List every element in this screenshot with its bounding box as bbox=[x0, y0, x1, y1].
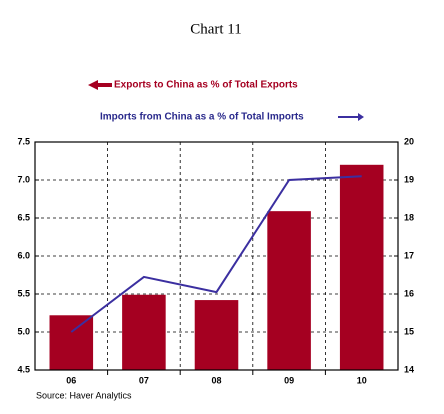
y-tick-label: 7.0 bbox=[17, 174, 30, 184]
y-tick-label: 6.5 bbox=[17, 212, 30, 222]
source: Source: Haver Analytics bbox=[36, 390, 132, 400]
y-tick-label: 4.5 bbox=[17, 364, 30, 374]
legend-arrow bbox=[88, 80, 112, 90]
bar bbox=[194, 300, 239, 370]
y2-tick-label: 19 bbox=[404, 174, 414, 184]
y-tick-label: 5.5 bbox=[17, 288, 30, 298]
y2-tick-label: 14 bbox=[404, 364, 414, 374]
x-tick-label: 06 bbox=[66, 375, 76, 385]
x-tick-label: 10 bbox=[357, 375, 367, 385]
line bbox=[70, 175, 362, 333]
legend-arrow bbox=[338, 113, 364, 121]
y-tick-label: 5.0 bbox=[17, 326, 30, 336]
bar bbox=[122, 294, 166, 370]
x-tick-label: 09 bbox=[284, 375, 294, 385]
y-tick-label: 6.0 bbox=[17, 250, 30, 260]
plot-frame bbox=[34, 141, 399, 371]
y2-tick-label: 15 bbox=[404, 326, 414, 336]
x-tick-label: 07 bbox=[139, 375, 149, 385]
y2-tick-label: 17 bbox=[404, 250, 414, 260]
legend-arrow-head bbox=[358, 113, 364, 121]
legend-label: Exports to China as % of Total Exports bbox=[114, 80, 298, 91]
y-tick-label: 7.5 bbox=[17, 136, 30, 146]
legend-label: Imports from China as a % of Total Impor… bbox=[100, 112, 304, 123]
y2-tick-label: 20 bbox=[404, 136, 414, 146]
chart-title: Chart 11 bbox=[190, 21, 242, 37]
bar bbox=[339, 164, 384, 370]
x-tick-label: 08 bbox=[211, 375, 221, 385]
bar bbox=[267, 211, 311, 370]
bar bbox=[49, 315, 94, 370]
y2-tick-label: 16 bbox=[404, 288, 414, 298]
y2-tick-label: 18 bbox=[404, 212, 414, 222]
